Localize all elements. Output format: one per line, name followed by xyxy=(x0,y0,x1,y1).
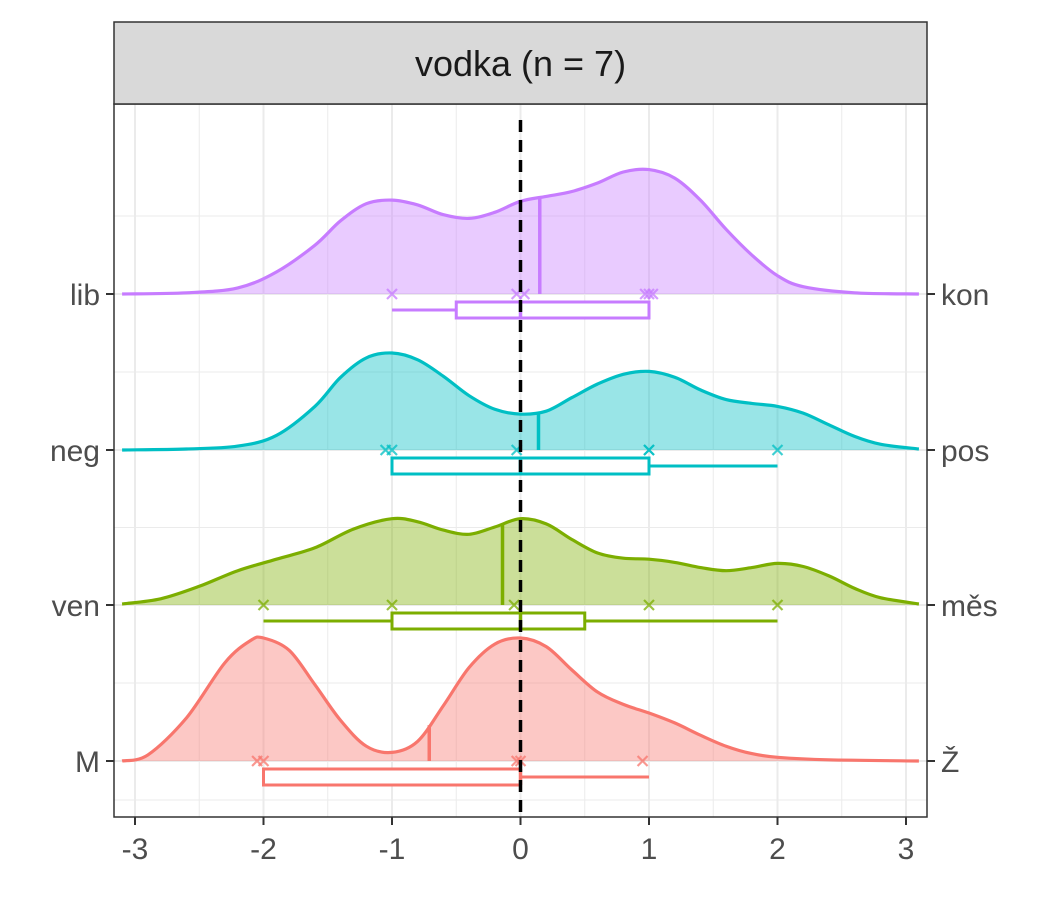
data-point xyxy=(647,288,659,300)
x-tick-label: 0 xyxy=(512,833,529,866)
facet-label: vodka (n = 7) xyxy=(415,43,626,84)
data-point-stroke xyxy=(636,755,649,767)
data-point-stroke xyxy=(643,444,655,456)
data-point-stroke xyxy=(386,444,398,456)
data-point-stroke xyxy=(771,599,784,611)
data-point-stroke xyxy=(518,288,531,300)
data-point xyxy=(508,599,520,611)
x-tick-label: 2 xyxy=(769,833,786,866)
density-curve xyxy=(121,516,920,606)
y-tick-label-right: Ž xyxy=(941,746,959,779)
data-point xyxy=(386,444,398,456)
data-point xyxy=(386,599,398,611)
series-neg xyxy=(122,351,920,476)
data-point xyxy=(771,599,784,611)
box-body xyxy=(390,611,587,631)
x-tick-label: -3 xyxy=(122,833,149,866)
data-point xyxy=(257,599,270,611)
data-point xyxy=(643,444,655,456)
data-point-stroke xyxy=(647,288,659,300)
box-body xyxy=(454,300,651,320)
x-tick-label: 3 xyxy=(898,833,915,866)
data-point-stroke xyxy=(643,599,655,611)
density-area xyxy=(122,352,919,450)
y-tick-label-right: měs xyxy=(941,590,998,623)
data-point xyxy=(771,444,784,456)
y-tick-label-left: M xyxy=(75,746,100,779)
data-point xyxy=(386,288,398,300)
data-point xyxy=(636,755,649,767)
y-tick-label-left: lib xyxy=(70,279,100,312)
y-tick-label-right: kon xyxy=(941,279,989,312)
x-tick-label: 1 xyxy=(641,833,658,866)
y-tick-label-right: pos xyxy=(941,435,989,468)
data-point-stroke xyxy=(643,288,655,300)
density-area xyxy=(122,637,919,761)
data-point-stroke xyxy=(257,599,270,611)
x-tick-label: -2 xyxy=(250,833,277,866)
series-M xyxy=(121,635,919,787)
y-tick-label-left: ven xyxy=(52,590,100,623)
data-point-stroke xyxy=(386,288,398,300)
data-point xyxy=(643,288,655,300)
facet-strip xyxy=(113,21,928,105)
data-point-stroke xyxy=(508,599,520,611)
data-point-stroke xyxy=(386,599,398,611)
data-point-stroke xyxy=(510,755,523,767)
data-point-stroke xyxy=(771,444,784,456)
y-tick-label-left: neg xyxy=(50,435,100,468)
data-point-stroke xyxy=(257,755,270,767)
x-tick-label: -1 xyxy=(379,833,406,866)
box-body xyxy=(262,767,522,787)
density-curve xyxy=(121,635,919,763)
data-point xyxy=(643,599,655,611)
density-curve xyxy=(122,351,920,452)
data-point xyxy=(257,755,270,767)
density-curve xyxy=(122,167,919,296)
